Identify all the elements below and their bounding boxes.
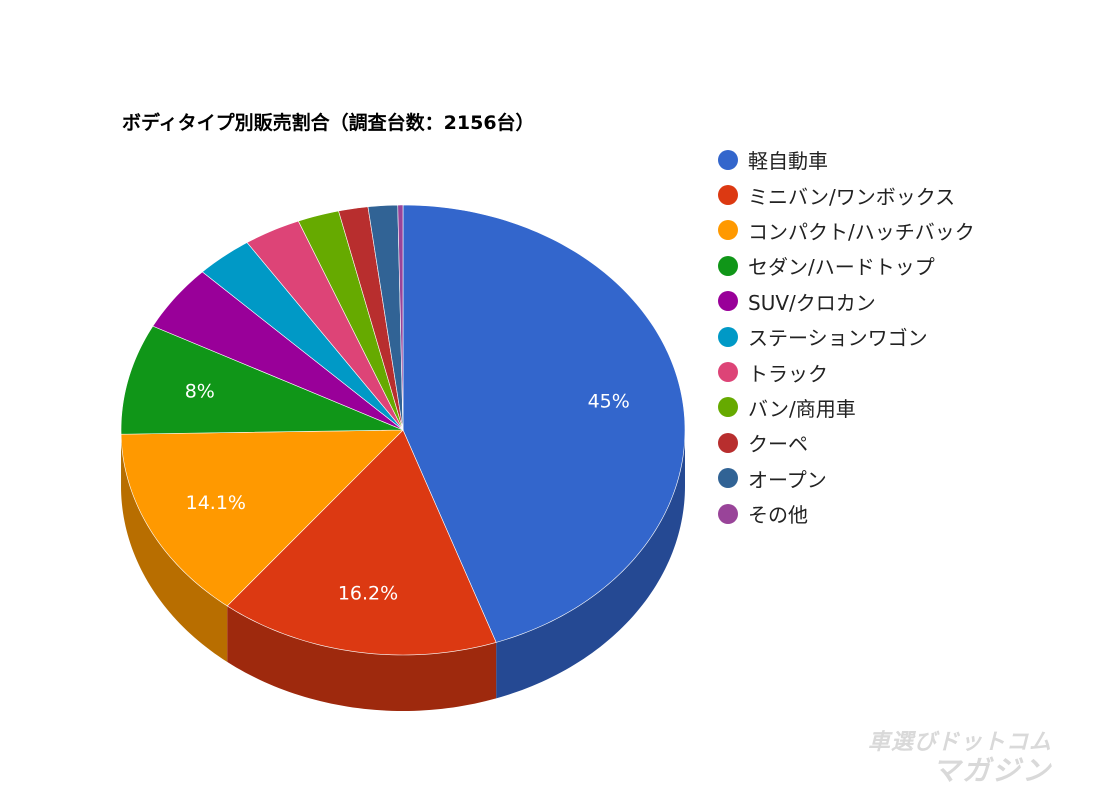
- legend-swatch: [718, 397, 738, 418]
- watermark-line1: 車選びドットコム: [867, 730, 1052, 755]
- legend-label: ミニバン/ワンボックス: [748, 184, 956, 209]
- legend-item: トラック: [718, 354, 975, 389]
- legend-swatch: [718, 432, 738, 453]
- legend-label: セダン/ハードトップ: [748, 255, 935, 280]
- legend-label: SUV/クロカン: [748, 290, 876, 315]
- pie-slice-7: [246, 220, 404, 431]
- pie-side-1: [496, 430, 685, 699]
- legend-item: その他: [718, 496, 975, 531]
- legend-swatch: [718, 503, 738, 524]
- legend-label: バン/商用車: [748, 396, 856, 421]
- pie-slice-9: [338, 206, 404, 431]
- legend-label: 軽自動車: [748, 149, 828, 174]
- pie-slice-5: [152, 271, 404, 431]
- legend-swatch: [718, 255, 738, 276]
- legend-swatch: [718, 185, 738, 206]
- legend-swatch: [718, 220, 738, 241]
- legend-item: ミニバン/ワンボックス: [718, 177, 975, 212]
- legend-item: クーペ: [718, 425, 975, 460]
- legend-swatch: [718, 149, 738, 170]
- legend-swatch: [718, 362, 738, 383]
- legend-item: コンパクト/ハッチバック: [718, 213, 975, 248]
- legend-item: ステーションワゴン: [718, 319, 975, 354]
- legend-label: クーペ: [748, 432, 808, 457]
- legend-label: トラック: [748, 361, 828, 386]
- legend-label: その他: [748, 503, 808, 528]
- pie-slice-6: [201, 242, 404, 431]
- legend-item: バン/商用車: [718, 390, 975, 425]
- legend-label: オープン: [748, 467, 827, 492]
- legend-label: コンパクト/ハッチバック: [748, 219, 975, 244]
- chart-title: ボディタイプ別販売割合（調査台数：2156台）: [122, 112, 535, 134]
- pie-side-2: [227, 605, 497, 711]
- legend-item: オープン: [718, 461, 975, 496]
- slice-data-label-3: 14.1%: [186, 492, 246, 514]
- watermark-logo: 車選びドットコム マガジン: [868, 730, 1052, 787]
- pie-slice-1: [402, 204, 686, 643]
- pie-slice-2: [226, 429, 497, 656]
- pie-slice-8: [297, 210, 404, 431]
- legend-item: セダン/ハードトップ: [718, 248, 975, 283]
- slice-data-label-4: 8%: [185, 380, 215, 402]
- pie-slice-3: [120, 429, 404, 607]
- pie-side-3: [121, 434, 228, 662]
- legend-item: SUV/クロカン: [718, 284, 975, 319]
- pie-slice-4: [120, 325, 404, 435]
- pie-slice-10: [367, 204, 404, 431]
- legend-swatch: [718, 326, 738, 347]
- slice-data-label-1: 45%: [588, 391, 630, 413]
- legend-label: ステーションワゴン: [748, 326, 928, 351]
- legend-swatch: [718, 291, 738, 312]
- slice-data-label-2: 16.2%: [338, 583, 398, 605]
- legend-swatch: [718, 468, 738, 489]
- legend-item: 軽自動車: [718, 142, 975, 177]
- pie-slice-11: [397, 204, 404, 431]
- watermark-line2: マガジン: [931, 754, 1052, 788]
- legend: 軽自動車ミニバン/ワンボックス コンパクト/ハッチバック セダン/ハードトップ SUV…: [718, 142, 975, 531]
